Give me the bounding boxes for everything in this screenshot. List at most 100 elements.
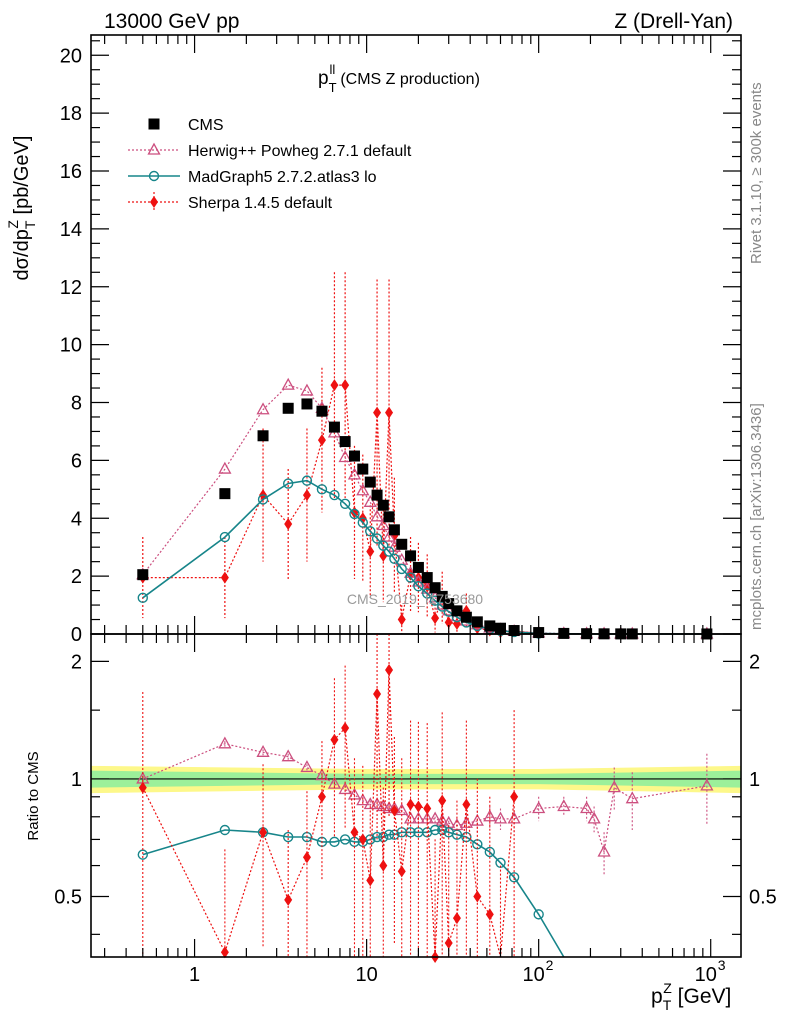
main-point bbox=[220, 571, 229, 584]
main-point bbox=[373, 406, 382, 419]
ratio-xlabel: pTZ [GeV] bbox=[651, 980, 731, 1013]
main-ytick-label: 10 bbox=[60, 335, 82, 357]
ratio-point bbox=[557, 799, 571, 812]
main-point bbox=[460, 611, 472, 623]
main-point bbox=[436, 590, 448, 602]
main-point bbox=[348, 450, 360, 462]
ratio-point bbox=[625, 791, 639, 804]
rivet-label: Rivet 3.1.10, ≥ 300k events bbox=[748, 82, 765, 264]
main-point bbox=[357, 463, 369, 475]
main-point bbox=[257, 430, 269, 442]
ratio-point bbox=[508, 872, 520, 883]
main-point bbox=[328, 421, 340, 433]
main-data-layer bbox=[136, 272, 714, 640]
ratio-panel: 0.5 0.51 12 21 10 10 2 10 3 Ratio to CMS pTZ [Ge… bbox=[25, 633, 777, 1013]
main-point bbox=[301, 398, 313, 410]
ratio-ytick-label-right: 0.5 bbox=[749, 887, 777, 909]
main-point bbox=[330, 379, 339, 392]
ratio-point bbox=[315, 768, 329, 781]
ratio-point bbox=[341, 722, 350, 735]
ratio-point bbox=[470, 813, 484, 826]
ratio-point bbox=[484, 846, 496, 858]
main-ytick-label: 14 bbox=[60, 219, 82, 241]
main-point bbox=[356, 483, 370, 496]
main-point bbox=[383, 511, 395, 523]
ratio-point bbox=[302, 851, 311, 864]
main-point bbox=[219, 531, 231, 543]
ratio-data-layer bbox=[91, 634, 741, 963]
ratio-point bbox=[406, 798, 415, 811]
main-point bbox=[429, 582, 441, 594]
main-point bbox=[364, 476, 376, 488]
main-point bbox=[219, 488, 231, 500]
main-point bbox=[389, 553, 400, 564]
main-point bbox=[256, 402, 270, 415]
ratio-point bbox=[330, 733, 339, 746]
ratio-point bbox=[218, 736, 232, 749]
ratio-point bbox=[385, 664, 394, 677]
main-ylabel-sup: Z bbox=[5, 220, 21, 229]
ratio-ylabel: Ratio to CMS bbox=[25, 751, 42, 840]
main-point bbox=[329, 489, 340, 501]
ratio-point bbox=[256, 744, 270, 757]
ratio-point bbox=[459, 815, 473, 828]
main-panel: CMS_2019_I1753680 0 2 4 6 8 10 12 14 16 18 20 dσ/d… bbox=[5, 34, 742, 646]
ratio-ytick-label: 2 bbox=[71, 651, 82, 673]
mcplots-label: mcplots.cern.ch [arXiv:1306.3436] bbox=[748, 403, 765, 630]
ratio-point bbox=[358, 833, 367, 846]
ratio-point bbox=[700, 778, 714, 791]
main-ytick-label: 16 bbox=[60, 161, 82, 183]
legend-label: CMS bbox=[188, 117, 224, 134]
ratio-point bbox=[220, 946, 229, 959]
ratio-frame bbox=[90, 633, 742, 958]
ratio-point bbox=[356, 793, 370, 806]
main-point bbox=[363, 494, 377, 507]
ratio-point bbox=[379, 859, 388, 872]
ratio-xtick-exponent: 3 bbox=[718, 957, 726, 973]
ratio-xtick-label: 10 bbox=[695, 964, 717, 986]
plot-title-suffix: (CMS Z production) bbox=[340, 71, 480, 88]
ratio-point bbox=[510, 790, 519, 803]
main-ytick-label: 18 bbox=[60, 103, 82, 125]
main-point bbox=[376, 518, 390, 531]
main-point bbox=[377, 499, 389, 511]
main-axis-ticks: 0 2 4 6 8 10 12 14 16 18 20 bbox=[60, 35, 741, 646]
ratio-point bbox=[282, 831, 294, 843]
main-point bbox=[370, 509, 384, 522]
main-point bbox=[383, 546, 395, 557]
main-point bbox=[137, 592, 148, 604]
main-point bbox=[282, 402, 294, 414]
ratio-xtick-label: 10 bbox=[523, 964, 545, 986]
main-point bbox=[257, 494, 269, 505]
main-point bbox=[388, 524, 400, 536]
ratio-point bbox=[462, 798, 471, 811]
ratio-point bbox=[532, 801, 546, 814]
ratio-point bbox=[366, 874, 375, 887]
main-point bbox=[301, 475, 313, 486]
main-point bbox=[422, 588, 433, 599]
main-ytick-label: 2 bbox=[71, 566, 82, 588]
main-point bbox=[405, 550, 417, 562]
header-process-label: Z (Drell-Yan) bbox=[614, 10, 733, 33]
ratio-point bbox=[420, 811, 434, 824]
main-point bbox=[385, 406, 394, 419]
header-collision-label: 13000 GeV pp bbox=[104, 10, 239, 33]
main-series-line bbox=[142, 479, 707, 635]
ratio-point bbox=[397, 865, 406, 878]
watermark: CMS_2019_I1753680 bbox=[347, 591, 483, 607]
ratio-point bbox=[300, 760, 314, 773]
ratio-point bbox=[363, 797, 377, 810]
ratio-point bbox=[429, 824, 441, 836]
main-point bbox=[338, 450, 352, 463]
legend-marker bbox=[148, 170, 160, 182]
main-point bbox=[471, 616, 483, 628]
main-ytick-label: 4 bbox=[71, 508, 82, 530]
ratio-point bbox=[281, 749, 295, 762]
main-point bbox=[379, 549, 388, 562]
main-ylabel: dσ/dpTZ [pb/GeV] bbox=[5, 136, 38, 281]
ratio-xtick-label: 10 bbox=[355, 964, 377, 986]
main-point bbox=[300, 383, 314, 396]
legend-label: Herwig++ Powheg 2.7.1 default bbox=[188, 143, 412, 160]
ratio-point bbox=[339, 834, 351, 845]
ratio-point bbox=[580, 801, 594, 814]
